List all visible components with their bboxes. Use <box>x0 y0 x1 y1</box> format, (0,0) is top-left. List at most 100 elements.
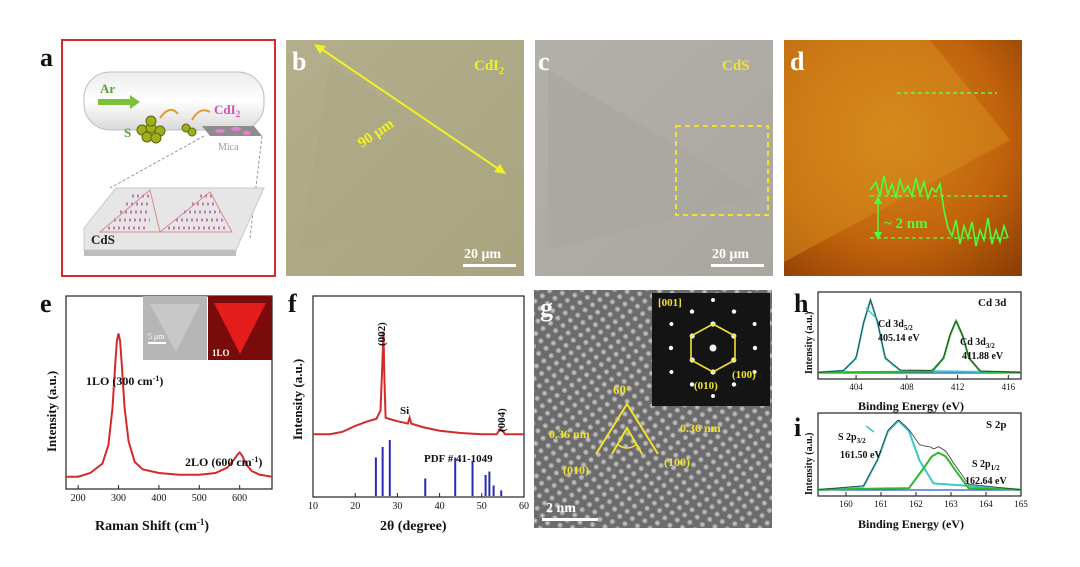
panel-a: Ar S CdI2 Mica <box>61 39 276 277</box>
plot-title: S 2p <box>986 419 1007 431</box>
diffraction-spot <box>752 345 758 351</box>
peak-name-2: Cd 3d3/2 <box>960 337 995 350</box>
xrd-curve <box>313 331 524 436</box>
inset-scalebar-label: 5 μm <box>148 332 165 341</box>
peak-be-2: 411.88 eV <box>962 351 1004 362</box>
sulfur-cluster-icon <box>136 115 197 144</box>
plot-frame <box>312 295 525 498</box>
hexagon-overlay <box>690 323 736 373</box>
plane-label-left: (010) <box>563 463 589 477</box>
diffraction-spot <box>752 322 757 326</box>
x-axis-label: Binding Energy (eV) <box>858 399 964 413</box>
material-label: CdI2 <box>474 58 504 77</box>
fit-s2p12 <box>817 451 1022 491</box>
x-tick-label: 40 <box>435 501 445 512</box>
panel-d: ~ 2 nm <box>784 40 1022 276</box>
measure-line <box>319 47 501 171</box>
panel-f: 10 20 30 40 50 60 (002) (004) Si PDF # 41-104… <box>290 295 529 534</box>
x-ticks: 160 161 162 163 164 165 <box>839 492 1028 509</box>
x-tick-label: 60 <box>519 501 529 512</box>
inset-map-label: 1LO <box>212 348 230 358</box>
x-tick-label: 600 <box>232 493 247 504</box>
peak-name-2: S 2p1/2 <box>972 459 1000 472</box>
x-ticks: 404 408 412 416 <box>849 375 1016 392</box>
sulfur-label: S <box>124 125 131 140</box>
product-label: CdS <box>91 232 115 247</box>
x-tick-label: 10 <box>308 501 318 512</box>
x-tick-label: 300 <box>111 493 126 504</box>
height-profile <box>869 175 1009 247</box>
peak-label-002: (002) <box>376 322 388 346</box>
plot-frame <box>817 291 1022 380</box>
x-tick-label: 404 <box>849 382 863 392</box>
raw-envelope <box>817 298 1022 373</box>
scalebar-label: 20 μm <box>464 247 501 262</box>
cds-lattice-left <box>98 189 161 233</box>
zoom-line <box>249 135 263 239</box>
raw-envelope <box>817 419 1022 491</box>
substrate-label: Mica <box>218 142 239 153</box>
panel-letter-i: i <box>794 413 801 442</box>
angle-arc <box>616 443 638 449</box>
y-axis-label: Intensity (a.u.) <box>290 359 305 440</box>
d-spacing-right: 0.36 nm <box>680 421 721 435</box>
x-tick-label: 163 <box>944 499 958 509</box>
x-tick-label: 408 <box>900 382 914 392</box>
peak-be-1: 405.14 eV <box>878 333 920 344</box>
zoom-line <box>109 135 205 189</box>
tube-furnace <box>83 71 265 131</box>
diffraction-spot <box>668 345 674 351</box>
plane-label-right: (100) <box>664 455 690 469</box>
diffraction-spot <box>752 370 757 374</box>
panel-letter-h: h <box>794 289 809 318</box>
material-label: CdS <box>722 58 750 74</box>
plot-title: Cd 3d <box>978 297 1006 309</box>
diffraction-spot <box>669 370 674 374</box>
x-tick-label: 165 <box>1014 499 1028 509</box>
panel-letter-g: g <box>540 293 553 322</box>
diffraction-spot <box>709 344 717 352</box>
panel-i: 160 161 162 163 164 165 S 2p S 2p3/2 161.50 e… <box>804 412 1028 531</box>
cds-substrate <box>83 187 265 251</box>
arrow-icon <box>191 109 211 121</box>
panel-letter-c: c <box>538 47 550 76</box>
y-axis-label: Intensity (a.u.) <box>804 432 815 495</box>
x-tick-label: 416 <box>1002 382 1016 392</box>
diffraction-spot <box>711 394 715 398</box>
angle-label: 60° <box>613 382 631 397</box>
arrow-icon <box>159 108 179 119</box>
gas-flow-arrow-icon <box>98 95 140 109</box>
pdf-label: PDF # 41-1049 <box>424 453 493 465</box>
lattice-fringe-lines <box>611 425 643 455</box>
panel-h: 404 408 412 416 Cd 3d Cd 3d5/2 405.14 eV Cd… <box>804 291 1022 413</box>
mica-substrate <box>202 126 262 136</box>
inset-scalebar <box>148 342 166 344</box>
x-tick-label: 20 <box>350 501 360 512</box>
raman-curve <box>66 333 273 478</box>
peak-label-004: (004) <box>496 408 508 432</box>
diffraction-spot <box>731 309 737 314</box>
x-tick-label: 500 <box>192 493 207 504</box>
x-ticks: 200 300 400 500 600 <box>71 485 247 504</box>
panel-e: 200 300 400 500 600 1LO (300 cm-1) 2LO (600 … <box>44 295 273 534</box>
diffraction-spot <box>689 309 695 314</box>
precursor-label: CdI2 <box>214 102 241 119</box>
x-tick-label: 164 <box>979 499 993 509</box>
panel-c: CdS 20 μm <box>535 40 773 276</box>
panel-b: 90 μm CdI2 20 μm <box>286 40 524 276</box>
x-tick-label: 30 <box>392 501 402 512</box>
peak-be-2: 162.64 eV <box>965 476 1007 487</box>
diffraction-spot <box>711 298 715 302</box>
x-tick-label: 412 <box>951 382 965 392</box>
scalebar <box>542 518 598 521</box>
spot-label-010: (010) <box>694 380 718 392</box>
scalebar-label: 2 nm <box>546 501 576 516</box>
peak-label-2lo: 2LO (600 cm-1) <box>185 455 262 469</box>
panel-g: [001] (100) (010) 60° 0.36 nm 0.36 nm (0… <box>534 290 772 528</box>
x-tick-label: 50 <box>477 501 487 512</box>
x-tick-label: 160 <box>839 499 853 509</box>
gas-label: Ar <box>100 81 115 96</box>
panel-letter-e: e <box>40 289 52 318</box>
y-axis-label: Intensity (a.u.) <box>44 371 59 452</box>
x-tick-label: 161 <box>874 499 888 509</box>
